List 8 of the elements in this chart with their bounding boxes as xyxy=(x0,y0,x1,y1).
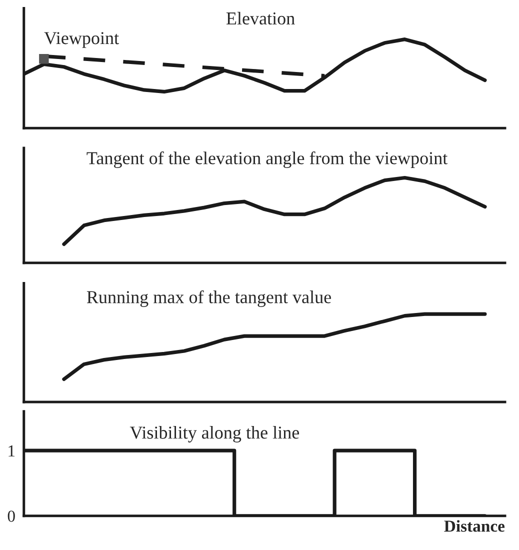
y-tick-label: 1 xyxy=(8,445,15,456)
annotation: Viewpoint xyxy=(44,32,119,48)
x-axis-title: Distance xyxy=(444,520,505,532)
text: Visibility along the line xyxy=(130,426,300,442)
chart-title: Tangent of the elevation angle from the viewpoint xyxy=(86,151,448,168)
chart-title: Elevation xyxy=(226,12,295,25)
chart-title: Running max of the tangent value xyxy=(86,290,331,307)
y-tick-label: 0 xyxy=(8,510,15,522)
